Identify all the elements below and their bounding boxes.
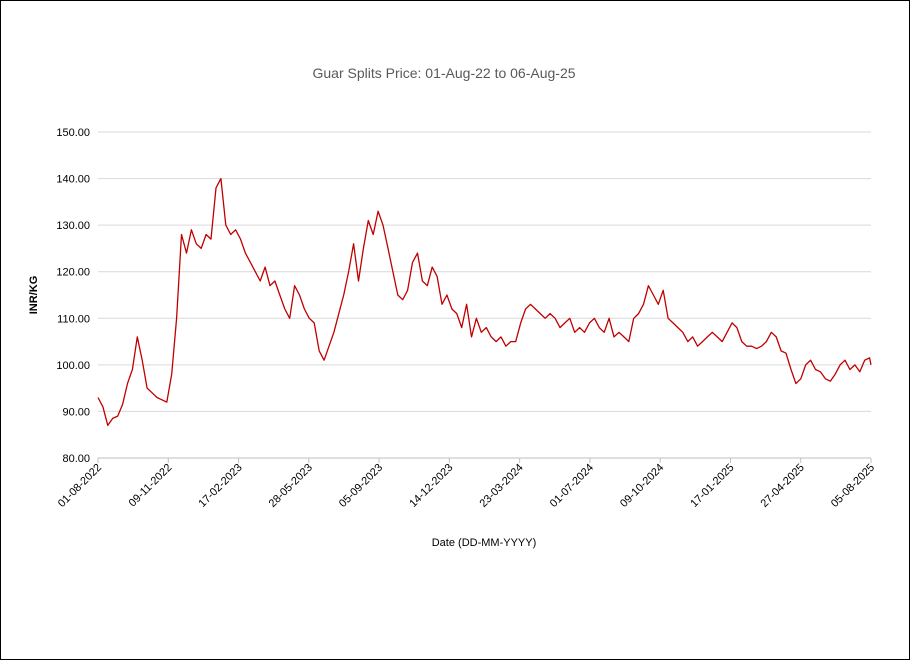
y-tick-labels: 80.00 90.00 100.00 110.00 120.00 130.00 140.00… [56, 127, 90, 465]
x-tick-label: 23-03-2024 [477, 462, 525, 510]
x-tick-label: 09-11-2022 [127, 462, 175, 510]
x-tick-label: 01-08-2022 [56, 462, 104, 510]
y-tick-label: 150.00 [56, 127, 90, 139]
x-tick-label: 09-10-2024 [618, 462, 666, 510]
x-axis-label: Date (DD-MM-YYYY) [432, 537, 537, 549]
chart-title: Guar Splits Price: 01-Aug-22 to 06-Aug-2… [312, 65, 575, 81]
y-tick-label: 140.00 [56, 174, 90, 186]
series-line [97, 177, 872, 427]
y-tick-label: 100.00 [56, 360, 90, 372]
x-tick-label: 05-08-2025 [829, 462, 877, 510]
y-tick-label: 110.00 [57, 313, 90, 325]
x-tick-label: 01-07-2024 [548, 462, 596, 510]
x-tick-label: 14-12-2023 [407, 462, 455, 510]
x-tick-labels: 01-08-2022 09-11-2022 17-02-2023 28-05-2023… [56, 462, 877, 510]
x-tick-label: 27-04-2025 [759, 462, 807, 510]
y-tick-label: 90.00 [62, 406, 90, 418]
x-tick-label: 17-01-2025 [688, 462, 736, 510]
gridlines [97, 131, 872, 463]
x-tick-label: 28-05-2023 [267, 462, 315, 510]
y-tick-label: 120.00 [56, 267, 90, 279]
y-tick-label: 80.00 [62, 453, 90, 465]
y-tick-label: 130.00 [56, 220, 90, 232]
x-tick-label: 17-02-2023 [196, 462, 244, 510]
y-axis-label: INR/KG [28, 276, 40, 315]
x-tick-label: 05-09-2023 [337, 462, 385, 510]
